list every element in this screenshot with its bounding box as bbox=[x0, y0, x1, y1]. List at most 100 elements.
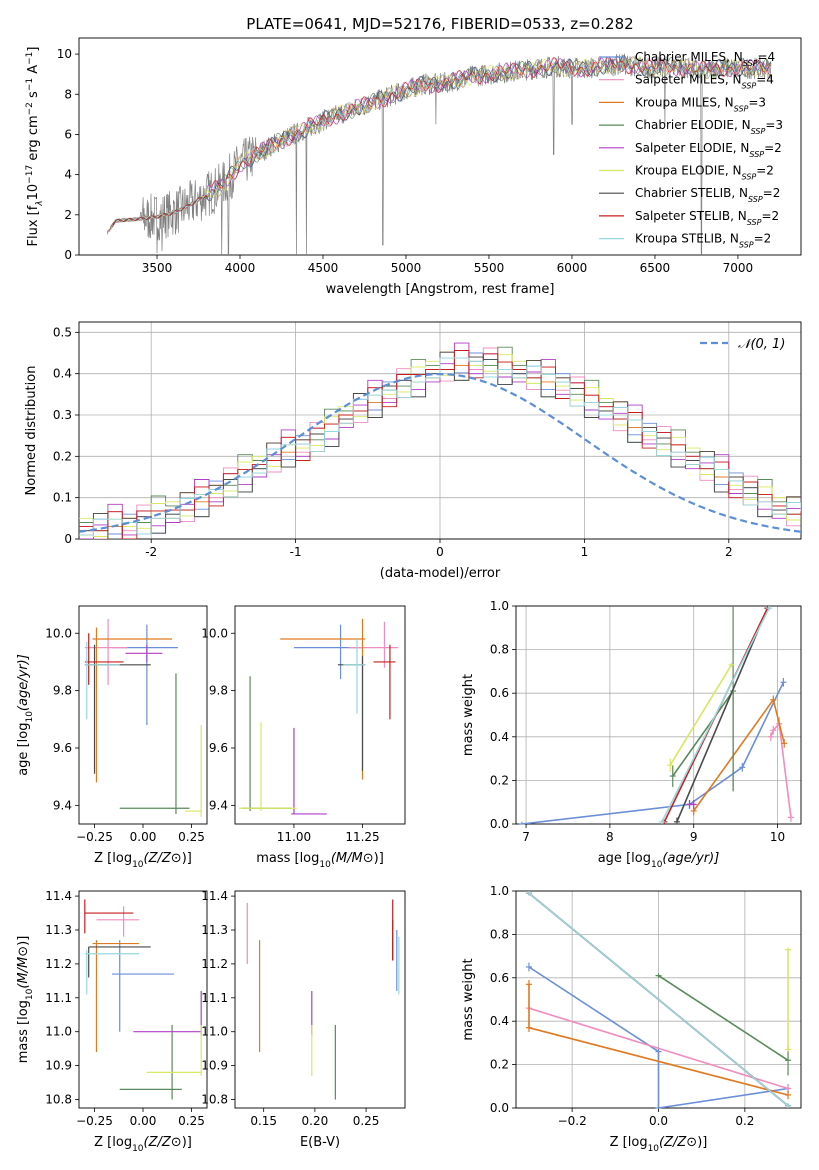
x-tick-label: 0.0 bbox=[649, 1114, 668, 1128]
y-tick-label: 11.1 bbox=[45, 991, 72, 1005]
y-tick-label: 10.0 bbox=[45, 626, 72, 640]
x-axis-label: age [log10(age/yr)] bbox=[598, 851, 720, 870]
y-tick-label: 11.1 bbox=[201, 991, 228, 1005]
y-tick-label: 9.4 bbox=[209, 798, 228, 812]
y-tick-label: 1.0 bbox=[490, 884, 509, 898]
spectrum-model-krou_miles bbox=[108, 56, 771, 233]
x-tick-label: 6000 bbox=[557, 261, 588, 275]
y-tick-label: 10.9 bbox=[201, 1059, 228, 1073]
y-tick-label: 0.2 bbox=[490, 773, 509, 787]
y-tick-label: 11.4 bbox=[201, 889, 228, 903]
x-axis-label: wavelength [Angstrom, rest frame] bbox=[326, 282, 555, 297]
x-tick-label: 7000 bbox=[723, 261, 754, 275]
figure-title: PLATE=0641, MJD=52176, FIBERID=0533, z=0… bbox=[246, 15, 633, 33]
panel-residuals: -2 -1 0 1 2 0 0.1 0.2 0.3 0.4 0.5 (data-model)/erro… bbox=[24, 321, 802, 581]
x-tick-label: 0.00 bbox=[130, 1114, 157, 1128]
x-axis-label: mass [log10(M/M⊙)] bbox=[256, 851, 384, 870]
panel-mass_vs_ebv: 0.15 0.20 0.25 10.8 10.9 11.0 11.1 11.2 11.3 11.4… bbox=[201, 889, 406, 1150]
y-tick-label: 9.4 bbox=[53, 798, 72, 812]
legend-label-salp_elodie: Salpeter ELODIE, NSSP=2 bbox=[635, 141, 782, 159]
y-tick-label: 10 bbox=[57, 47, 72, 61]
x-axis-label: Z [log10(Z/Z⊙)] bbox=[94, 1135, 192, 1154]
y-tick-label: 10.0 bbox=[201, 626, 228, 640]
y-tick-label: 0.3 bbox=[53, 408, 72, 422]
legend-label-salp_stelib: Salpeter STELIB, NSSP=2 bbox=[635, 209, 779, 227]
x-tick-label: 0 bbox=[436, 545, 444, 559]
x-tick-label: 11.25 bbox=[345, 830, 379, 844]
y-tick-label: 9.6 bbox=[53, 741, 72, 755]
axes-frame bbox=[78, 321, 802, 540]
x-axis-label: Z [log10(Z/Z⊙)] bbox=[610, 1135, 708, 1154]
x-tick-label: 8 bbox=[606, 830, 614, 844]
x-tick-label: 7 bbox=[522, 830, 530, 844]
y-tick-label: 0.4 bbox=[490, 730, 509, 744]
panel-mass_weight_vs_Z: −0.2 0.0 0.2 0.0 0.2 0.4 0.6 0.8 1.0 Z [log10(Z/Z… bbox=[461, 884, 802, 1154]
axes-frame bbox=[78, 37, 802, 256]
y-tick-label: 0.6 bbox=[490, 686, 509, 700]
y-tick-label: 11.4 bbox=[45, 889, 72, 903]
legend-label-chab_elodie: Chabrier ELODIE, NSSP=3 bbox=[635, 118, 783, 136]
x-axis-label: (data-model)/error bbox=[380, 566, 501, 581]
x-tick-label: 2 bbox=[725, 545, 733, 559]
y-tick-label: 11.3 bbox=[45, 923, 72, 937]
x-tick-label: -1 bbox=[290, 545, 302, 559]
axes-frame bbox=[234, 605, 406, 825]
y-tick-label: 0.0 bbox=[490, 817, 509, 831]
x-tick-label: 1 bbox=[581, 545, 589, 559]
axes-frame bbox=[515, 605, 802, 825]
normal-legend-label: 𝒩(0, 1) bbox=[738, 337, 785, 352]
axes-frame bbox=[78, 605, 208, 825]
x-tick-label: 0.15 bbox=[250, 1114, 277, 1128]
weight-line-krou_stelib bbox=[528, 892, 789, 1107]
y-tick-label: 0.4 bbox=[53, 367, 72, 381]
x-tick-label: -2 bbox=[145, 545, 157, 559]
x-tick-label: −0.25 bbox=[76, 1114, 113, 1128]
y-axis-label: Flux [fλ10−17 erg cm−2 s−1 A−1] bbox=[25, 47, 45, 247]
x-axis-label: E(B-V) bbox=[300, 1135, 340, 1150]
x-tick-label: 11.00 bbox=[277, 830, 311, 844]
spectrum-model-salp_stelib bbox=[112, 56, 771, 226]
y-tick-label: 11.3 bbox=[201, 923, 228, 937]
panel-mass_weight_vs_age: 7 8 9 10 0.0 0.2 0.4 0.6 0.8 1.0 age [log10(age/yr… bbox=[461, 599, 802, 870]
x-tick-label: −0.25 bbox=[76, 830, 113, 844]
x-tick-label: 4500 bbox=[308, 261, 339, 275]
legend-label-chab_miles: Chabrier MILES, NSSP=4 bbox=[635, 50, 775, 68]
panel-age_vs_Z: −0.25 0.00 0.25 9.4 9.6 9.8 10.0 Z [log10(Z/Z⊙)… bbox=[16, 605, 208, 870]
y-tick-label: 2 bbox=[64, 208, 72, 222]
x-tick-label: 6500 bbox=[640, 261, 671, 275]
y-tick-label: 11.2 bbox=[45, 957, 72, 971]
y-tick-label: 0.2 bbox=[53, 449, 72, 463]
legend-label-krou_stelib: Kroupa STELIB, NSSP=2 bbox=[635, 232, 771, 250]
y-axis-label: mass weight bbox=[461, 674, 476, 756]
legend-label-krou_elodie: Kroupa ELODIE, NSSP=2 bbox=[635, 164, 774, 182]
y-tick-label: 0.2 bbox=[490, 1058, 509, 1072]
x-tick-label: 5500 bbox=[474, 261, 505, 275]
x-tick-label: 9 bbox=[690, 830, 698, 844]
normal-curve bbox=[79, 373, 801, 533]
y-tick-label: 11.0 bbox=[45, 1025, 72, 1039]
x-tick-label: 0.25 bbox=[178, 830, 205, 844]
panel-age_vs_mass: 11.00 11.25 9.4 9.6 9.8 10.0 mass [log10(M/M⊙)… bbox=[201, 605, 406, 870]
y-tick-label: 11.0 bbox=[201, 1025, 228, 1039]
y-tick-label: 0 bbox=[64, 248, 72, 262]
y-tick-label: 0.5 bbox=[53, 325, 72, 339]
weight-line-salp_miles bbox=[770, 721, 792, 818]
panel-spectrum: 3500 4000 4500 5000 5500 6000 6500 7000 0 2 4 6 8 10 w… bbox=[25, 37, 802, 297]
axes-frame bbox=[234, 890, 406, 1109]
y-tick-label: 0 bbox=[64, 532, 72, 546]
x-tick-label: −0.2 bbox=[558, 1114, 587, 1128]
spectrum-legend: Chabrier MILES, NSSP=4 Salpeter MILES, NS… bbox=[599, 50, 783, 249]
y-tick-label: 0.6 bbox=[490, 971, 509, 985]
weight-line-krou_elodie bbox=[669, 664, 733, 766]
spectrum-model-salp_elodie bbox=[110, 57, 772, 227]
x-tick-label: 0.20 bbox=[302, 1114, 329, 1128]
x-tick-label: 0.2 bbox=[735, 1114, 754, 1128]
weight-line-chab_miles bbox=[521, 681, 785, 824]
weight-line-krou_stelib bbox=[661, 607, 770, 823]
weight-line-chab_stelib bbox=[676, 607, 769, 823]
weight-line-chab_elodie bbox=[658, 974, 789, 1061]
y-tick-label: 4 bbox=[64, 168, 72, 182]
y-axis-label: age [log10(age/yr)] bbox=[16, 654, 35, 776]
